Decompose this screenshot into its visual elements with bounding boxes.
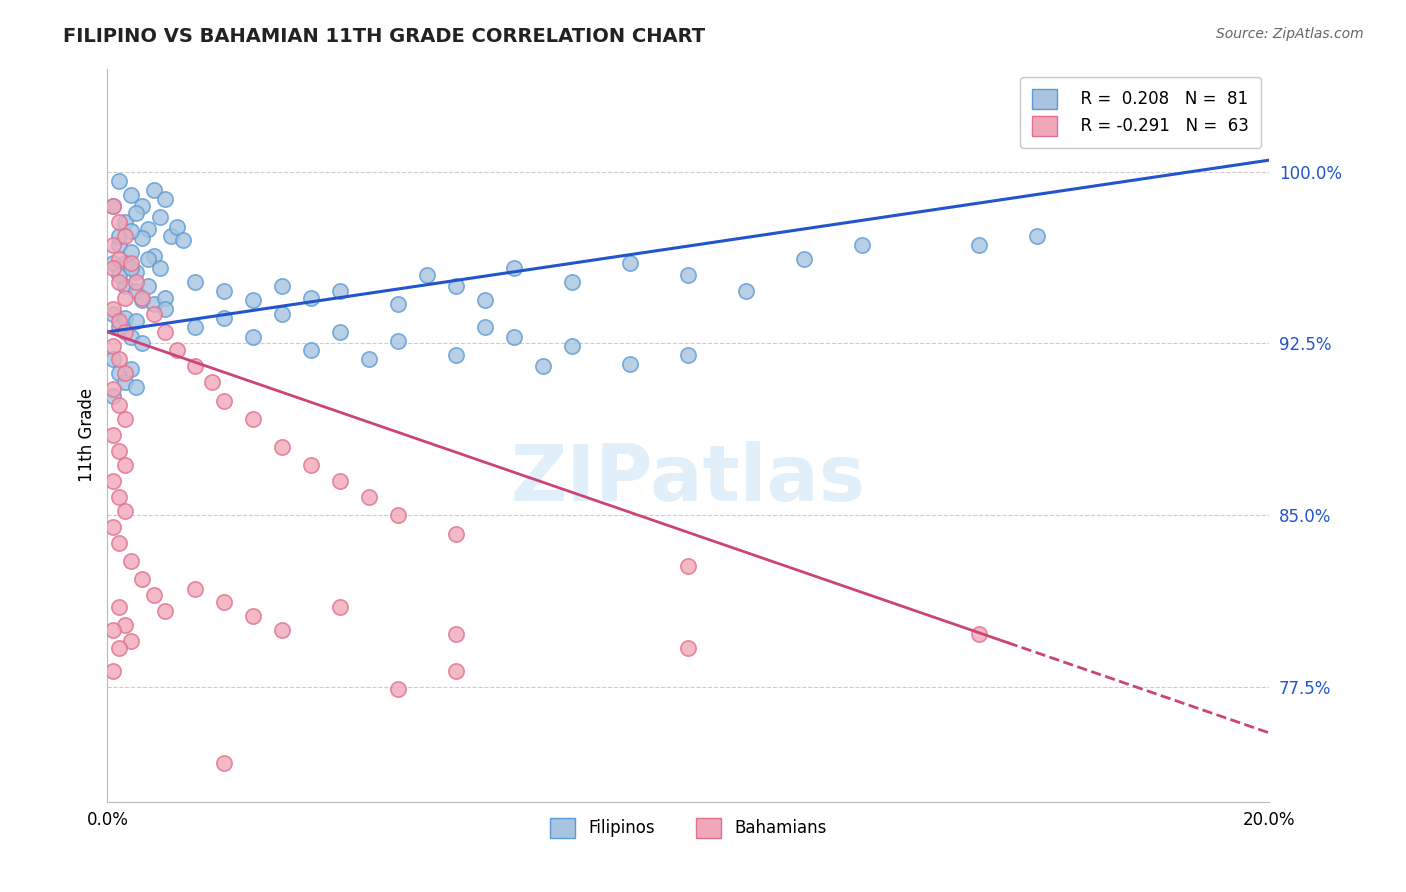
Text: ZIPatlas: ZIPatlas — [510, 441, 866, 517]
Legend: Filipinos, Bahamians: Filipinos, Bahamians — [543, 811, 834, 845]
Text: FILIPINO VS BAHAMIAN 11TH GRADE CORRELATION CHART: FILIPINO VS BAHAMIAN 11TH GRADE CORRELAT… — [63, 27, 706, 45]
Y-axis label: 11th Grade: 11th Grade — [79, 388, 96, 482]
Text: Source: ZipAtlas.com: Source: ZipAtlas.com — [1216, 27, 1364, 41]
